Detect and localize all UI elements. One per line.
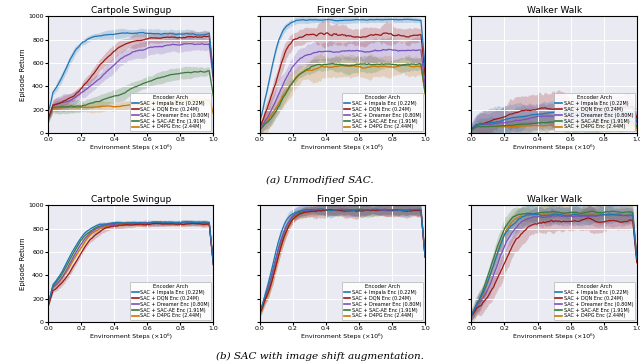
Legend: SAC + Impala Enc (0.22M), SAC + DQN Enc (0.24M), SAC + Dreamer Enc (0.80M), SAC : SAC + Impala Enc (0.22M), SAC + DQN Enc … — [131, 93, 211, 131]
X-axis label: Environment Steps (×10⁶): Environment Steps (×10⁶) — [513, 144, 595, 150]
Legend: SAC + Impala Enc (0.22M), SAC + DQN Enc (0.24M), SAC + Dreamer Enc (0.80M), SAC : SAC + Impala Enc (0.22M), SAC + DQN Enc … — [342, 93, 423, 131]
Legend: SAC + Impala Enc (0.22M), SAC + DQN Enc (0.24M), SAC + Dreamer Enc (0.80M), SAC : SAC + Impala Enc (0.22M), SAC + DQN Enc … — [554, 282, 635, 320]
X-axis label: Environment Steps (×10⁶): Environment Steps (×10⁶) — [90, 333, 172, 339]
Title: Walker Walk: Walker Walk — [527, 195, 582, 204]
Title: Cartpole Swingup: Cartpole Swingup — [91, 195, 171, 204]
Legend: SAC + Impala Enc (0.22M), SAC + DQN Enc (0.24M), SAC + Dreamer Enc (0.80M), SAC : SAC + Impala Enc (0.22M), SAC + DQN Enc … — [554, 93, 635, 131]
Text: (b) SAC with image shift augmentation.: (b) SAC with image shift augmentation. — [216, 351, 424, 361]
Legend: SAC + Impala Enc (0.22M), SAC + DQN Enc (0.24M), SAC + Dreamer Enc (0.80M), SAC : SAC + Impala Enc (0.22M), SAC + DQN Enc … — [131, 282, 211, 320]
Text: (a) Unmodified SAC.: (a) Unmodified SAC. — [266, 175, 374, 185]
Title: Finger Spin: Finger Spin — [317, 6, 368, 15]
Title: Finger Spin: Finger Spin — [317, 195, 368, 204]
X-axis label: Environment Steps (×10⁶): Environment Steps (×10⁶) — [90, 144, 172, 150]
X-axis label: Environment Steps (×10⁶): Environment Steps (×10⁶) — [301, 333, 383, 339]
Y-axis label: Episode Return: Episode Return — [20, 237, 26, 290]
X-axis label: Environment Steps (×10⁶): Environment Steps (×10⁶) — [513, 333, 595, 339]
Title: Walker Walk: Walker Walk — [527, 6, 582, 15]
X-axis label: Environment Steps (×10⁶): Environment Steps (×10⁶) — [301, 144, 383, 150]
Y-axis label: Episode Return: Episode Return — [20, 48, 26, 101]
Title: Cartpole Swingup: Cartpole Swingup — [91, 6, 171, 15]
Legend: SAC + Impala Enc (0.22M), SAC + DQN Enc (0.24M), SAC + Dreamer Enc (0.80M), SAC : SAC + Impala Enc (0.22M), SAC + DQN Enc … — [342, 282, 423, 320]
